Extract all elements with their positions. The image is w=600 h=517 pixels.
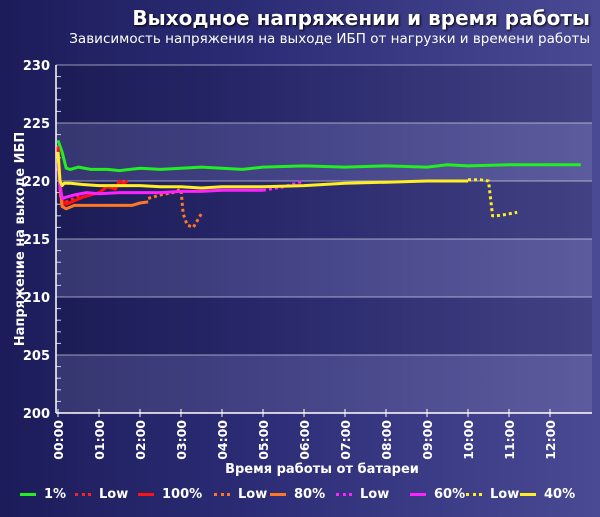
plot-band xyxy=(56,355,592,413)
x-tick-label: 11:00 xyxy=(502,420,517,460)
legend: 1% Low 100% Low 80% Low 60% Low 40% xyxy=(0,484,600,504)
chart-area: 200 205 210 215 220 225 230 00:00 01:00 02:00 03:… xyxy=(13,59,592,477)
legend-item: 80% xyxy=(270,484,325,504)
x-tick-label: 03:00 xyxy=(174,420,189,460)
legend-label: Low xyxy=(360,486,390,502)
plot-band xyxy=(56,181,592,239)
series-lines xyxy=(56,139,581,229)
x-tick-label: 08:00 xyxy=(379,420,394,460)
legend-swatch xyxy=(520,492,536,496)
plot-band xyxy=(56,65,592,123)
x-tick-label: 05:00 xyxy=(256,420,271,460)
series-line xyxy=(468,178,518,218)
legend-label: 60% xyxy=(434,486,466,502)
legend-label: Low xyxy=(238,486,268,502)
x-tick-label: 02:00 xyxy=(133,420,148,460)
y-axis-label: Напряжение на выходе ИБП xyxy=(13,132,28,347)
legend-item: Low xyxy=(214,484,267,504)
legend-swatch xyxy=(466,492,482,496)
y-tick-label: 220 xyxy=(23,175,50,190)
legend-item: Low xyxy=(75,484,128,504)
axes xyxy=(55,65,592,414)
legend-item: 100% xyxy=(138,484,202,504)
y-tick-label: 230 xyxy=(23,59,50,74)
chart-title: Выходное напряжении и время работы xyxy=(132,6,590,30)
legend-label: Low xyxy=(99,486,129,502)
legend-label: 1% xyxy=(44,486,67,502)
legend-item: 60% xyxy=(410,484,465,504)
x-tick-label: 01:00 xyxy=(92,420,107,460)
y-tick-label: 200 xyxy=(23,407,50,422)
y-tick-label: 225 xyxy=(23,117,50,132)
x-tick-labels: 00:00 01:00 02:00 03:00 04:00 05:00 06:00 07:00… xyxy=(51,420,558,460)
legend-swatch xyxy=(336,492,352,496)
x-tick-label: 00:00 xyxy=(51,420,66,460)
x-tick-label: 07:00 xyxy=(338,420,353,460)
x-tick-label: 10:00 xyxy=(461,420,476,460)
legend-label: 100% xyxy=(162,486,203,502)
series-line xyxy=(147,187,203,229)
series-line xyxy=(56,163,263,200)
y-tick-label: 215 xyxy=(23,233,50,248)
legend-swatch xyxy=(75,492,91,496)
legend-swatch xyxy=(20,492,36,496)
y-tick-labels: 200 205 210 215 220 225 230 xyxy=(23,59,50,422)
legend-item: 40% xyxy=(520,484,575,504)
series-line xyxy=(56,157,149,211)
plot-band xyxy=(56,123,592,181)
legend-swatch xyxy=(410,492,426,496)
y-tick-label: 205 xyxy=(23,349,50,364)
legend-swatch xyxy=(138,492,154,496)
x-axis-label: Время работы от батареи xyxy=(225,462,419,477)
legend-item: Low xyxy=(466,484,519,504)
legend-swatch xyxy=(270,492,286,496)
legend-item: Low xyxy=(336,484,389,504)
legend-label: 40% xyxy=(544,486,576,502)
y-tick-label: 210 xyxy=(23,291,50,306)
series-line xyxy=(56,139,581,173)
x-tick-label: 09:00 xyxy=(420,420,435,460)
x-tick-label: 12:00 xyxy=(543,420,558,460)
legend-swatch xyxy=(214,492,230,496)
plot-band xyxy=(56,297,592,355)
legend-item: 1% xyxy=(20,484,66,504)
plot-bands xyxy=(56,65,592,413)
series-line xyxy=(56,151,468,190)
x-tick-label: 04:00 xyxy=(215,420,230,460)
x-tick-label: 06:00 xyxy=(297,420,312,460)
legend-label: 80% xyxy=(294,486,326,502)
legend-label: Low xyxy=(490,486,520,502)
chart-subtitle: Зависимость напряжения на выходе ИБП от … xyxy=(69,31,590,47)
plot-band xyxy=(56,239,592,297)
